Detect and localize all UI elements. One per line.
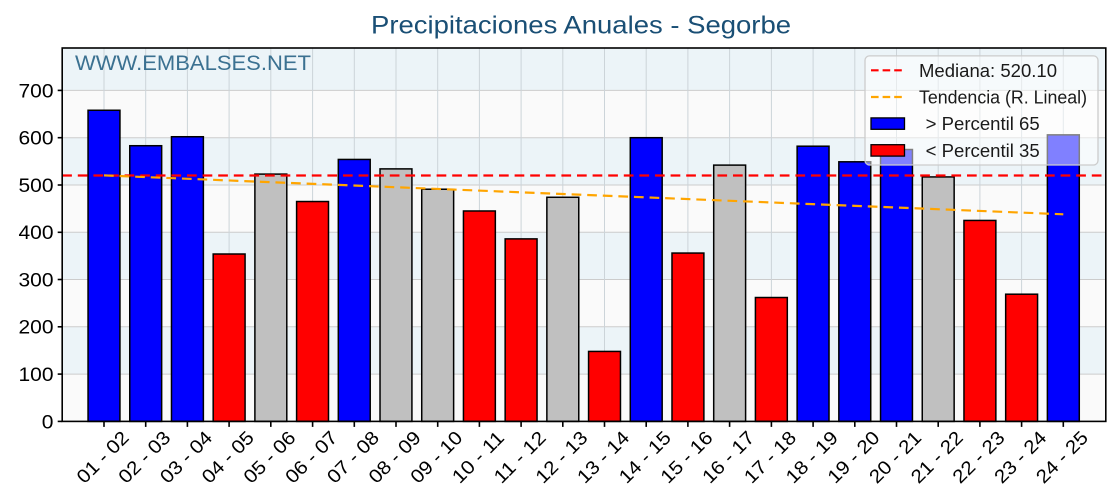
svg-text:100: 100 (19, 365, 54, 386)
svg-text:Tendencia (R. Lineal): Tendencia (R. Lineal) (919, 87, 1087, 108)
svg-text:300: 300 (19, 270, 54, 291)
svg-text:Mediana: 520.10: Mediana: 520.10 (919, 60, 1057, 81)
svg-text:500: 500 (19, 176, 54, 197)
svg-text:< Percentil 35: < Percentil 35 (926, 140, 1040, 161)
svg-text:700: 700 (19, 81, 54, 102)
svg-text:Precipitaciones Anuales - Sego: Precipitaciones Anuales - Segorbe (371, 13, 791, 40)
svg-text:> Percentil 65: > Percentil 65 (926, 113, 1040, 134)
svg-text:200: 200 (19, 318, 54, 339)
svg-text:WWW.EMBALSES.NET: WWW.EMBALSES.NET (75, 52, 311, 75)
svg-text:600: 600 (19, 129, 54, 150)
svg-text:0: 0 (42, 412, 54, 433)
svg-text:400: 400 (19, 223, 54, 244)
